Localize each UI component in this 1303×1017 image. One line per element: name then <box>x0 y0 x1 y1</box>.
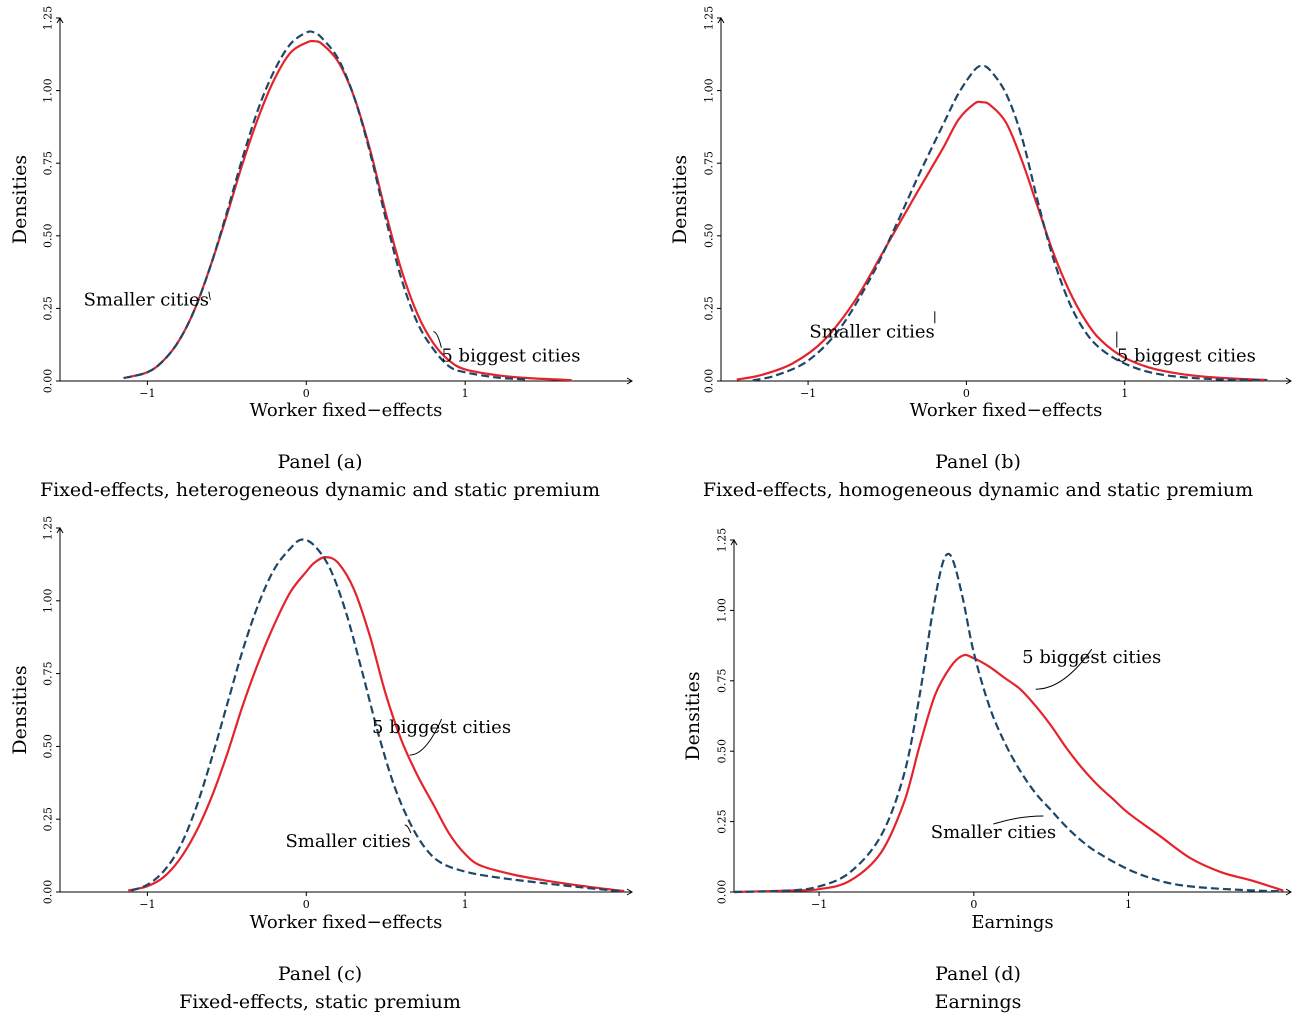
y-tick-label: 0.50 <box>42 224 55 249</box>
y-axis-label: Densities <box>669 155 691 244</box>
panel-a-label: Panel (a) <box>277 451 363 473</box>
annotation-leader <box>409 718 443 756</box>
panel-d: 0.00 0.25 0.50 0.75 1.00 1.25 −1 0 1 Densities Ear… <box>682 528 1292 933</box>
series-line-smaller-cities <box>752 64 1268 382</box>
annotation-label: 5 biggest cities <box>1117 346 1256 367</box>
x-tick-label: 0 <box>303 387 310 400</box>
y-tick-label: 0.25 <box>42 296 55 321</box>
panel-c-label: Panel (c) <box>277 963 363 985</box>
x-tick-label: −1 <box>811 898 827 911</box>
series-line-smaller-cities <box>123 30 529 381</box>
x-tick-label: 1 <box>1125 898 1132 911</box>
y-tick-label: 1.25 <box>703 6 716 31</box>
annotation-label: 5 biggest cities <box>372 717 511 738</box>
y-tick-label: 0.25 <box>703 296 716 321</box>
x-tick-label: −1 <box>139 898 155 911</box>
y-tick-label: 1.00 <box>42 78 55 103</box>
panel-d-caption: Earnings <box>934 991 1022 1013</box>
x-tick-label: 0 <box>303 898 310 911</box>
series-line-smaller-cities <box>733 552 1284 894</box>
annotation-label: 5 biggest cities <box>1022 647 1161 668</box>
annotation-label: Smaller cities <box>285 831 410 852</box>
y-tick-label: 0.50 <box>42 734 55 759</box>
annotation-leader <box>993 815 1044 825</box>
y-tick-label: 0.00 <box>42 369 55 394</box>
y-tick-label: 0.75 <box>42 661 55 686</box>
x-tick-label: −1 <box>800 387 816 400</box>
panel-c: 0.00 0.25 0.50 0.75 1.00 1.25 −1 0 1 Densities Wor… <box>9 516 633 933</box>
panel-b-caption: Fixed-effects, homogeneous dynamic and s… <box>702 479 1254 501</box>
x-tick-label: 1 <box>462 898 469 911</box>
annotation-leader <box>433 331 442 348</box>
y-tick-label: 1.25 <box>42 516 55 541</box>
y-tick-label: 0.00 <box>42 880 55 905</box>
y-tick-label: 1.25 <box>42 6 55 31</box>
y-tick-label: 0.75 <box>716 669 729 694</box>
x-tick-label: 1 <box>462 387 469 400</box>
series-line-biggest-cities <box>733 653 1284 894</box>
annotation-leader <box>1035 648 1093 690</box>
panel-d-label: Panel (d) <box>935 963 1021 985</box>
y-tick-label: 0.25 <box>716 809 729 834</box>
x-tick-label: 0 <box>963 387 970 400</box>
panel-b-caption-block: Panel (b) Fixed-effects, homogeneous dyn… <box>658 448 1298 504</box>
panel-a-caption-block: Panel (a) Fixed-effects, heterogeneous d… <box>0 448 640 504</box>
x-axis-arrow-icon <box>1285 377 1292 385</box>
y-tick-label: 1.25 <box>716 528 729 553</box>
x-tick-label: −1 <box>139 387 155 400</box>
y-axis-label: Densities <box>9 665 31 754</box>
y-tick-label: 0.25 <box>42 807 55 832</box>
y-tick-label: 0.50 <box>716 739 729 764</box>
series-line-smaller-cities <box>131 538 625 893</box>
x-axis-label: Earnings <box>971 912 1053 933</box>
x-axis-label: Worker fixed−effects <box>910 400 1103 421</box>
y-tick-label: 0.00 <box>716 880 729 905</box>
series-line-biggest-cities <box>736 100 1268 382</box>
x-tick-label: 0 <box>970 898 977 911</box>
annotation-label: Smaller cities <box>809 321 934 342</box>
x-axis-label: Worker fixed−effects <box>250 912 443 933</box>
annotation-label: 5 biggest cities <box>441 346 580 367</box>
panel-d-caption-block: Panel (d) Earnings <box>658 960 1298 1016</box>
y-tick-label: 0.50 <box>703 224 716 249</box>
panel-b: 0.00 0.25 0.50 0.75 1.00 1.25 −1 0 1 Densities Wor… <box>669 6 1292 421</box>
y-tick-label: 1.00 <box>716 598 729 623</box>
x-tick-label: 1 <box>1121 387 1128 400</box>
annotation-leader <box>404 824 412 834</box>
panel-b-label: Panel (b) <box>935 451 1021 473</box>
annotation-label: Smaller cities <box>84 290 209 311</box>
series-line-biggest-cities <box>128 556 625 893</box>
panel-a-caption: Fixed-effects, heterogeneous dynamic and… <box>39 479 601 501</box>
x-axis-arrow-icon <box>1285 888 1292 896</box>
x-axis-label: Worker fixed−effects <box>250 400 443 421</box>
y-axis-label: Densities <box>682 671 704 760</box>
y-tick-label: 1.00 <box>42 589 55 614</box>
y-axis-label: Densities <box>9 155 31 244</box>
y-tick-label: 1.00 <box>703 78 716 103</box>
y-tick-label: 0.75 <box>703 151 716 176</box>
panel-a: 0.00 0.25 0.50 0.75 1.00 1.25 −1 0 1 Densities Wor… <box>9 6 633 421</box>
panel-c-caption: Fixed-effects, static premium <box>179 991 461 1013</box>
annotation-leader <box>208 291 212 301</box>
y-tick-label: 0.75 <box>42 151 55 176</box>
x-axis-arrow-icon <box>626 888 633 896</box>
y-tick-label: 0.00 <box>703 369 716 394</box>
panel-c-caption-block: Panel (c) Fixed-effects, static premium <box>0 960 640 1016</box>
annotation-label: Smaller cities <box>931 822 1056 843</box>
x-axis-arrow-icon <box>626 377 633 385</box>
series-line-biggest-cities <box>123 39 572 382</box>
